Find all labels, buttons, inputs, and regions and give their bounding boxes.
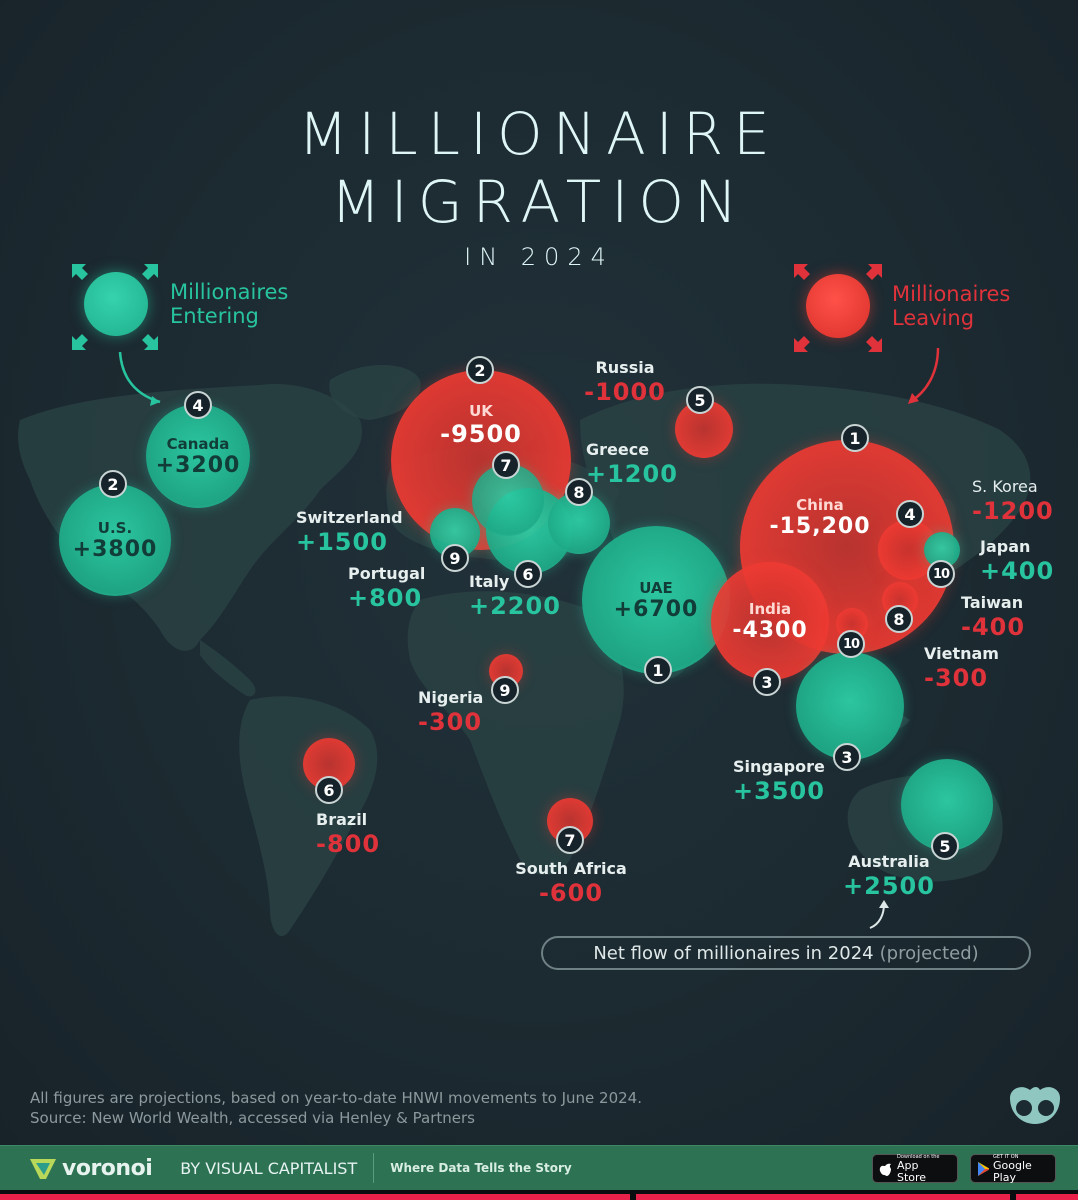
canada-value: +3200 [155,452,241,478]
label-italy: Italy +2200 [469,572,561,620]
rank-badge-canada: 4 [184,391,212,419]
leaving-legend-circle-icon [806,274,870,338]
label-australia: Australia +2500 [843,852,935,900]
bottom-strip-segment [1016,1194,1078,1200]
footnote-source: Source: New World Wealth, accessed via H… [30,1109,475,1127]
label-s-korea: S. Korea -1200 [972,477,1054,525]
label-japan: Japan +400 [980,537,1055,585]
label-portugal: Portugal +800 [348,564,426,612]
uae-name: UAE [639,578,673,597]
us-name: U.S. [97,518,133,537]
entering-legend-circle-icon [84,272,148,336]
bottom-strip-segment [636,1194,1010,1200]
rank-badge-china: 1 [841,424,869,452]
rank-badge-uk: 2 [466,356,494,384]
label-switzerland: Switzerland +1500 [296,508,403,556]
title-line-2: MIGRATION [330,168,748,236]
label-brazil: Brazil -800 [316,810,381,858]
rank-badge-us: 2 [99,470,127,498]
rank-badge-nigeria: 9 [491,676,519,704]
rank-badge-greece: 8 [565,478,593,506]
china-name: China [796,495,844,514]
apple-icon [879,1163,891,1176]
footnote-projection: All figures are projections, based on ye… [30,1089,642,1107]
google-play-small-text: GET IT ON [993,1153,1019,1160]
india-value: -4300 [732,617,808,643]
rank-badge-vietnam: 10 [837,630,865,658]
title-line-1: MILLIONAIRE [298,100,780,168]
app-store-button[interactable]: Download on the App Store [872,1154,958,1183]
curved-arrow-entering-icon [118,351,161,406]
rank-badge-russia: 5 [686,386,714,414]
visual-capitalist-logo-icon [1010,1087,1060,1124]
legend-entering-line1: Millionaires [170,280,289,304]
legend-leaving-line2: Leaving [892,306,975,330]
china-value: -15,200 [769,513,871,539]
rank-badge-switzerland: 7 [492,451,520,479]
google-play-big-text: Google Play [993,1158,1032,1184]
rank-badge-portugal: 9 [441,544,469,572]
rank-badge-taiwan: 8 [885,605,913,633]
bubble-india[interactable]: India -4300 [711,562,829,680]
google-play-button[interactable]: GET IT ON Google Play [970,1154,1056,1183]
label-greece: Greece +1200 [586,440,678,488]
rank-badge-brazil: 6 [315,776,343,804]
inward-arrows-icon [72,264,158,350]
legend-entering-line2: Entering [170,304,259,328]
voronoi-logo[interactable]: voronoi [28,1155,153,1181]
net-flow-qualifier: (projected) [879,942,979,964]
net-flow-annotation: Net flow of millionaires in 2024 (projec… [541,936,1031,970]
brand-tagline: Where Data Tells the Story [390,1161,572,1175]
voronoi-logo-icon [30,1159,56,1179]
rank-badge-uae: 1 [644,656,672,684]
outward-arrows-icon [794,264,882,352]
label-south-africa: South Africa -600 [515,859,627,907]
label-nigeria: Nigeria -300 [418,688,484,736]
google-play-icon [978,1161,990,1176]
bubble-canada[interactable]: Canada +3200 [146,404,250,508]
brand-bar: voronoi BY VISUAL CAPITALIST Where Data … [0,1145,1078,1190]
bubble-uae[interactable]: UAE +6700 [582,526,730,674]
us-value: +3800 [72,536,158,562]
rank-badge-india: 3 [753,668,781,696]
canada-name: Canada [166,434,230,453]
uk-value: -9500 [440,420,522,448]
rank-badge-japan: 10 [927,560,955,588]
rank-badge-italy: 6 [514,560,542,588]
infographic-poster: MILLIONAIRE MIGRATION IN 2024 Millionair… [0,0,1078,1145]
uk-name: UK [469,402,493,420]
legend-entering: Millionaires Entering [84,272,288,336]
legend-leaving-line1: Millionaires [892,282,1011,306]
title-line-3: IN 2024 [464,243,614,271]
bubble-us[interactable]: U.S. +3800 [59,484,171,596]
uae-value: +6700 [613,596,699,622]
label-singapore: Singapore +3500 [733,757,825,805]
rank-badge-s-korea: 4 [896,500,924,528]
label-russia: Russia -1000 [584,358,666,406]
rank-badge-australia: 5 [931,832,959,860]
voronoi-byline: BY VISUAL CAPITALIST [180,1158,358,1178]
bottom-strip-segment [0,1194,630,1200]
rank-badge-south-africa: 7 [556,826,584,854]
net-flow-text: Net flow of millionaires in 2024 [593,942,874,964]
app-store-big-text: App Store [896,1158,927,1184]
bottom-strip [0,1190,1078,1200]
curved-arrow-leaving-icon [908,347,940,404]
app-store-small-text: Download on the [896,1153,940,1160]
voronoi-wordmark: voronoi [62,1155,153,1181]
rank-badge-singapore: 3 [833,743,861,771]
annotation-arrow-icon [869,900,889,929]
legend-leaving: Millionaires Leaving [806,274,1010,338]
bubble-singapore[interactable] [796,652,904,760]
brand-separator [373,1153,375,1183]
india-name: India [748,599,792,618]
label-taiwan: Taiwan -400 [961,593,1026,641]
label-vietnam: Vietnam -300 [924,644,999,692]
